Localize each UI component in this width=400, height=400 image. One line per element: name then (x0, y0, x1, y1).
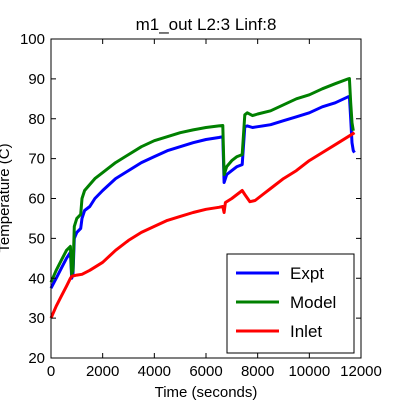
x-axis-title: Time (seconds) (155, 384, 258, 400)
y-axis-title: Temperature (C) (0, 143, 13, 252)
x-tick-label: 0 (47, 363, 55, 380)
ticks-layer: 0 2000 4000 6000 8000 10000 12000 20 30 40 50 60 70 8… (20, 31, 382, 380)
x-tick-label: 6000 (189, 363, 222, 380)
y-tick-label: 20 (28, 350, 45, 367)
y-tick-label: 80 (28, 111, 45, 128)
y-tick-label: 60 (28, 191, 45, 208)
y-tick-label: 50 (28, 230, 45, 247)
x-tick-label: 12000 (340, 363, 382, 380)
y-tick-label: 70 (28, 151, 45, 168)
y-tick-label: 40 (28, 270, 45, 287)
series-layer (49, 77, 356, 319)
legend: Expt Model Inlet (226, 253, 355, 354)
x-tick-label: 10000 (288, 363, 330, 380)
chart-title: m1_out L2:3 Linf:8 (136, 15, 277, 34)
series-line-model (49, 77, 355, 283)
x-tick-label: 2000 (86, 363, 119, 380)
series-line-expt (49, 94, 356, 289)
y-tick-label: 30 (28, 310, 45, 327)
x-tick-label: 4000 (138, 363, 171, 380)
legend-label-inlet: Inlet (290, 322, 322, 341)
series-line-inlet (49, 131, 356, 319)
y-tick-label: 90 (28, 71, 45, 88)
x-tick-label: 8000 (241, 363, 274, 380)
legend-label-expt: Expt (290, 264, 324, 283)
legend-label-model: Model (290, 293, 336, 312)
y-tick-label: 100 (20, 31, 45, 48)
